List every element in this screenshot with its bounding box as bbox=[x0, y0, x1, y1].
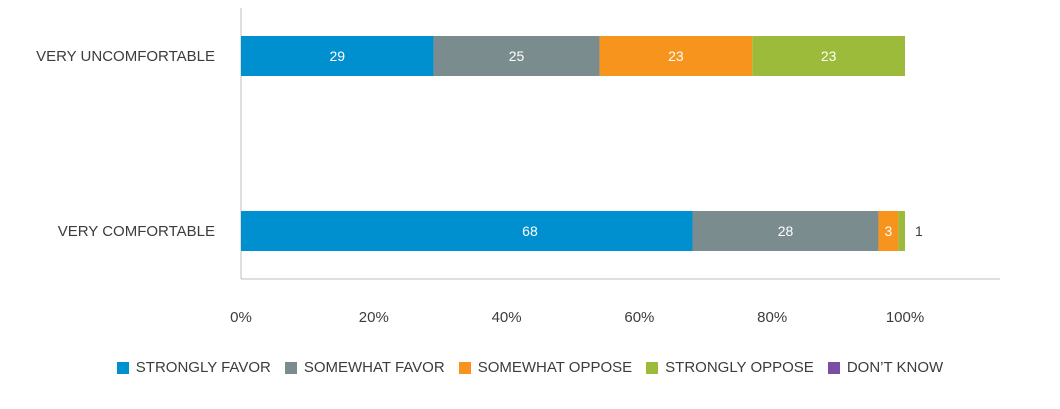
legend-label: STRONGLY FAVOR bbox=[135, 359, 271, 376]
x-tick-label: 60% bbox=[624, 309, 654, 326]
legend-swatch bbox=[284, 361, 297, 374]
category-label: VERY COMFORTABLE bbox=[58, 223, 215, 240]
legend-swatch bbox=[458, 361, 471, 374]
data-label: 68 bbox=[522, 223, 538, 239]
x-tick-label: 100% bbox=[886, 309, 924, 326]
data-label: 28 bbox=[778, 223, 794, 239]
legend-item: SOMEWHAT FAVOR bbox=[284, 359, 445, 376]
bar-segment bbox=[433, 36, 600, 76]
x-tick-label: 40% bbox=[492, 309, 522, 326]
bar-segment bbox=[599, 36, 753, 76]
bars bbox=[241, 36, 905, 251]
data-label: 25 bbox=[509, 48, 525, 64]
legend-item: STRONGLY FAVOR bbox=[116, 359, 271, 376]
legend-item: SOMEWHAT OPPOSE bbox=[458, 359, 633, 376]
legend-swatch bbox=[827, 361, 840, 374]
legend-swatch bbox=[646, 361, 659, 374]
data-label: 29 bbox=[329, 48, 345, 64]
legend: STRONGLY FAVOR SOMEWHAT FAVOR SOMEWHAT OPP… bbox=[0, 359, 1060, 376]
bar-segment bbox=[241, 211, 693, 251]
bar-segment bbox=[692, 211, 879, 251]
legend-label: DON’T KNOW bbox=[846, 359, 944, 376]
bar-segment bbox=[752, 36, 905, 76]
x-tick-label: 20% bbox=[359, 309, 389, 326]
legend-label: STRONGLY OPPOSE bbox=[665, 359, 814, 376]
labels: 0% 20% 40% 60% 80% 100% VERY UNCOMFORTABLE VERY… bbox=[36, 48, 924, 326]
legend-swatch bbox=[116, 361, 129, 374]
data-label: 3 bbox=[885, 223, 893, 239]
x-tick-label: 80% bbox=[757, 309, 787, 326]
x-tick-label: 0% bbox=[230, 309, 252, 326]
bar-segment bbox=[898, 211, 905, 251]
data-label: 23 bbox=[668, 48, 684, 64]
legend-label: SOMEWHAT FAVOR bbox=[303, 359, 445, 376]
legend-item: STRONGLY OPPOSE bbox=[646, 359, 814, 376]
bar-segment bbox=[878, 211, 899, 251]
bar-segment bbox=[241, 36, 434, 76]
data-label: 1 bbox=[915, 223, 923, 239]
legend-label: SOMEWHAT OPPOSE bbox=[477, 359, 633, 376]
category-label: VERY UNCOMFORTABLE bbox=[36, 48, 215, 65]
data-label: 23 bbox=[821, 48, 837, 64]
legend-item: DON’T KNOW bbox=[827, 359, 944, 376]
